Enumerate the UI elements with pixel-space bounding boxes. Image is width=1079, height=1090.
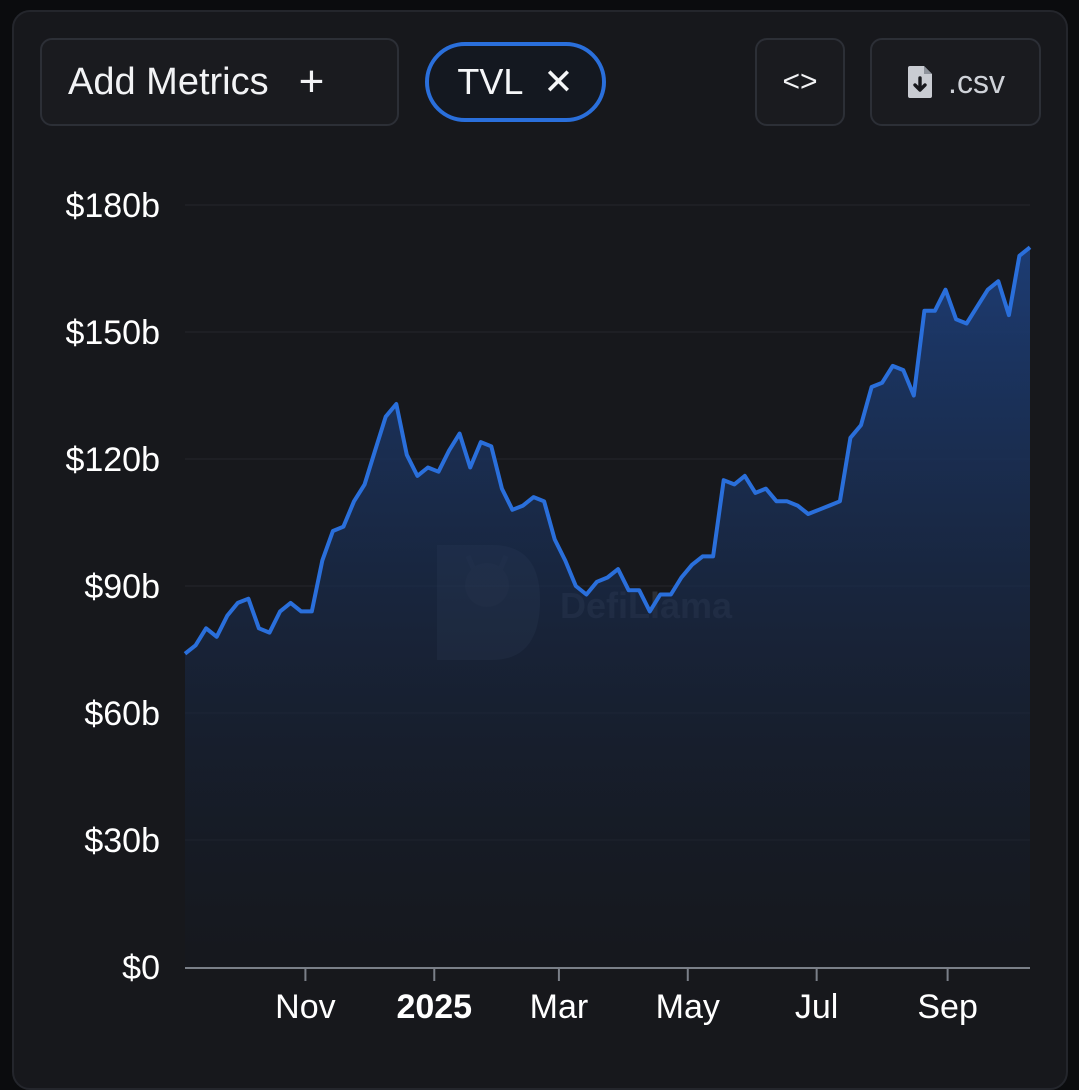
y-tick-label: $90b (84, 568, 160, 606)
add-metrics-label: Add Metrics (68, 60, 269, 103)
add-metrics-button[interactable]: Add Metrics + (40, 38, 399, 126)
tvl-metric-chip[interactable]: TVL ✕ (425, 42, 606, 122)
x-tick-label: Sep (917, 988, 978, 1026)
tvl-line-series (183, 245, 1032, 656)
plus-icon: + (298, 57, 325, 106)
y-tick-label: $150b (65, 314, 160, 352)
code-icon: <> (782, 65, 818, 98)
download-csv-button[interactable]: .csv (870, 38, 1041, 126)
tvl-area (185, 247, 1030, 968)
y-tick-label: $0 (122, 949, 160, 987)
file-download-icon (908, 66, 933, 98)
x-tick-label: Mar (530, 988, 589, 1026)
csv-label: .csv (948, 63, 1005, 100)
y-tick-label: $30b (84, 822, 160, 860)
x-tick-label: 2025 (396, 988, 472, 1026)
embed-code-button[interactable]: <> (755, 38, 845, 126)
close-icon[interactable]: ✕ (543, 61, 574, 102)
x-tick-label: May (656, 988, 720, 1026)
x-tick-label: Nov (275, 988, 335, 1026)
tvl-chip-label: TVL (457, 61, 524, 102)
y-tick-label: $120b (65, 441, 160, 479)
y-tick-label: $60b (84, 695, 160, 733)
x-tick-label: Jul (795, 988, 838, 1026)
y-tick-label: $180b (65, 187, 160, 225)
